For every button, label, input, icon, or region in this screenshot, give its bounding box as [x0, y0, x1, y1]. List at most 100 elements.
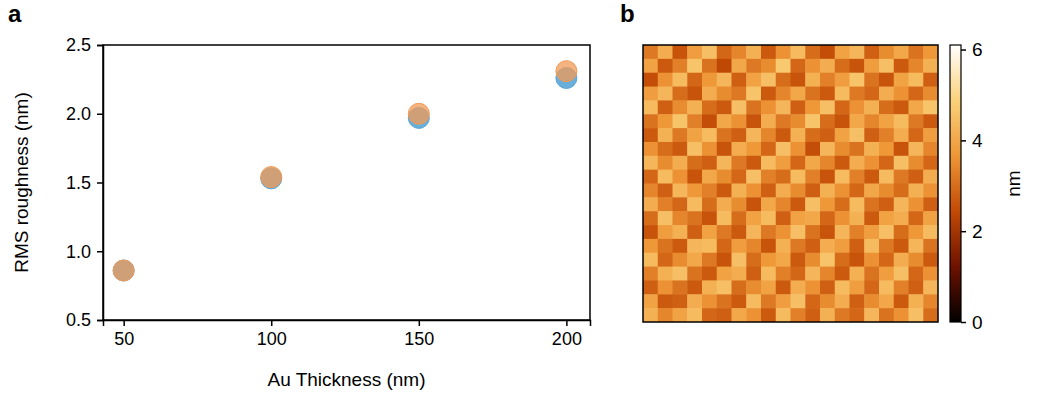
cell — [687, 142, 702, 156]
cell — [746, 211, 761, 225]
cell — [643, 100, 658, 114]
cell — [879, 156, 894, 170]
cell — [820, 170, 835, 184]
cell — [658, 45, 673, 59]
cell — [761, 225, 776, 239]
cell — [717, 225, 732, 239]
cell — [761, 45, 776, 59]
cell — [702, 156, 717, 170]
y-axis-tick: 2.0 — [66, 104, 103, 124]
cell — [658, 59, 673, 73]
cell — [746, 184, 761, 198]
cell — [923, 184, 938, 198]
cell — [658, 308, 673, 322]
x-axis-tick: 200 — [552, 320, 582, 349]
cell — [776, 128, 791, 142]
cell — [923, 45, 938, 59]
cell — [687, 100, 702, 114]
cell — [909, 184, 924, 198]
cell — [776, 142, 791, 156]
cell — [776, 197, 791, 211]
cell — [879, 100, 894, 114]
cell — [864, 128, 879, 142]
cell — [658, 142, 673, 156]
y-axis-tick: 1.0 — [66, 242, 103, 262]
cell — [643, 197, 658, 211]
cell — [687, 87, 702, 101]
cell — [776, 253, 791, 267]
cell — [673, 87, 688, 101]
cell — [761, 197, 776, 211]
cell — [761, 267, 776, 281]
cell — [864, 308, 879, 322]
cell — [820, 225, 835, 239]
cell — [687, 128, 702, 142]
y-axis-tick-label: 1.0 — [66, 242, 91, 262]
cell — [923, 253, 938, 267]
cell — [835, 267, 850, 281]
cell — [864, 114, 879, 128]
cell — [717, 197, 732, 211]
cell — [761, 211, 776, 225]
cell — [687, 225, 702, 239]
x-axis-tick-mark — [271, 320, 273, 326]
cell — [820, 156, 835, 170]
cell — [732, 211, 747, 225]
cell — [894, 170, 909, 184]
cell — [805, 100, 820, 114]
cell — [909, 156, 924, 170]
cell — [643, 114, 658, 128]
cell — [850, 308, 865, 322]
cell — [791, 225, 806, 239]
colorbar-axis-tick-label: 0 — [972, 312, 983, 333]
cell — [879, 170, 894, 184]
cell — [673, 142, 688, 156]
cell — [923, 170, 938, 184]
cell — [732, 308, 747, 322]
cell — [717, 308, 732, 322]
cell — [717, 267, 732, 281]
cell — [923, 308, 938, 322]
cell — [909, 197, 924, 211]
cell — [658, 128, 673, 142]
cell — [850, 59, 865, 73]
cell — [746, 45, 761, 59]
cell — [850, 239, 865, 253]
heatmap-cells — [643, 45, 938, 322]
cell — [673, 280, 688, 294]
cell — [746, 128, 761, 142]
cell — [835, 59, 850, 73]
cell — [805, 87, 820, 101]
x-axis-tick: 100 — [257, 320, 287, 349]
cell — [864, 59, 879, 73]
cell — [835, 225, 850, 239]
y-axis-title: RMS roughness (nm) — [11, 92, 32, 273]
cell — [673, 253, 688, 267]
cell — [673, 308, 688, 322]
y-axis-tick-mark — [97, 251, 103, 253]
cell — [805, 308, 820, 322]
y-axis-tick: 0.5 — [66, 310, 103, 330]
colorbar-axis-tick-label: 2 — [972, 221, 983, 242]
cell — [791, 87, 806, 101]
cell — [894, 156, 909, 170]
cell — [717, 100, 732, 114]
cell — [909, 128, 924, 142]
cell — [879, 253, 894, 267]
cell — [879, 239, 894, 253]
colorbar-axis-tick-mark — [961, 322, 966, 324]
cell — [658, 197, 673, 211]
cell — [687, 197, 702, 211]
cell — [702, 267, 717, 281]
cell — [673, 294, 688, 308]
cell — [687, 184, 702, 198]
cell — [702, 114, 717, 128]
panel-letter: a — [8, 0, 22, 27]
image-frame — [643, 45, 938, 322]
y-axis-tick-mark — [97, 320, 103, 322]
cell — [643, 211, 658, 225]
cell — [717, 59, 732, 73]
cell — [658, 253, 673, 267]
colorbar-axis-tick-label: 6 — [972, 39, 983, 60]
cell — [820, 100, 835, 114]
